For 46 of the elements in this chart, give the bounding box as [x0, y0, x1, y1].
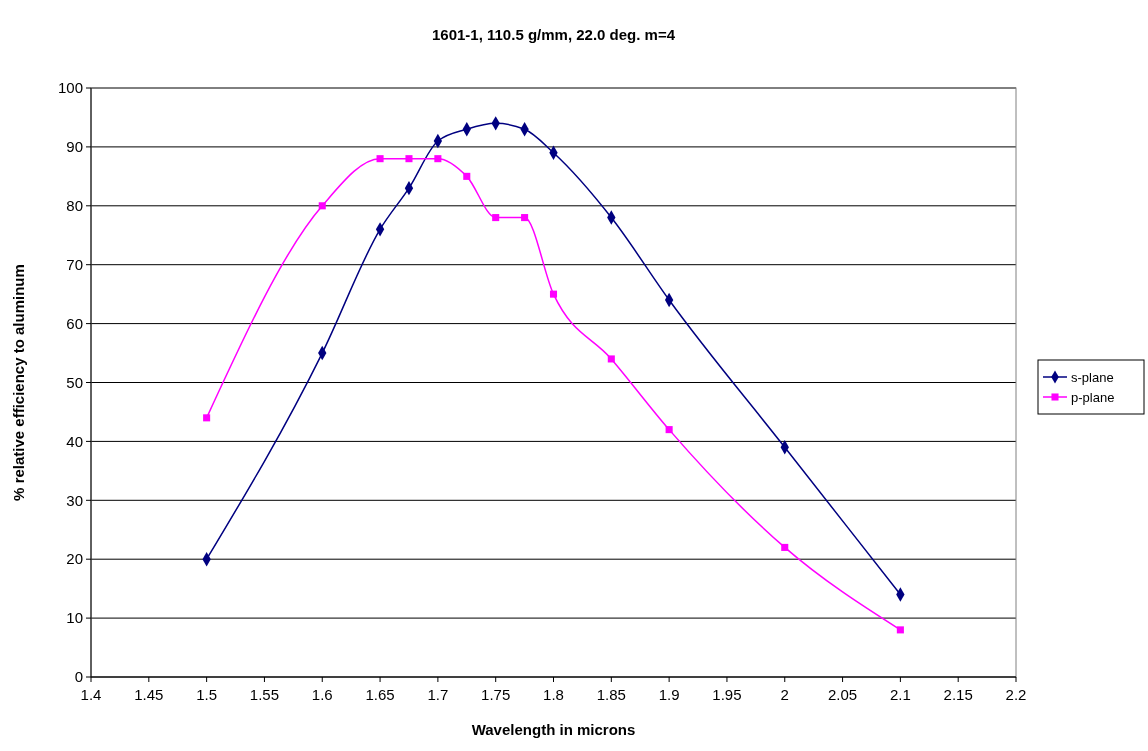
x-tick-label: 1.55 — [249, 686, 280, 703]
y-tick-label: 70 — [66, 255, 83, 273]
point — [463, 172, 471, 180]
x-tick-label: 1.45 — [134, 686, 164, 703]
chart-title: 1601-1, 110.5 g/mm, 22.0 deg. m=4 — [431, 26, 676, 43]
x-tick-label: 1.65 — [365, 686, 395, 703]
x-tick-label: 2.2 — [1005, 686, 1027, 703]
point — [318, 202, 326, 210]
point — [665, 426, 673, 434]
point — [549, 290, 558, 298]
y-tick-label: 80 — [66, 197, 83, 215]
x-tick-label: 1.95 — [712, 686, 742, 703]
point — [521, 214, 529, 222]
x-tick-label: 1.8 — [543, 686, 564, 703]
x-tick-label: 2.1 — [889, 686, 911, 703]
point — [896, 626, 904, 634]
point — [781, 543, 789, 551]
x-axis-title: Wavelength in microns — [471, 721, 636, 738]
x-tick-label: 2.15 — [943, 686, 973, 703]
y-tick-label: 90 — [66, 138, 83, 156]
x-tick-label: 2.05 — [827, 686, 858, 703]
x-tick-label: 2 — [780, 686, 789, 703]
legend-label: p-plane — [1071, 389, 1115, 405]
x-tick-label: 1.9 — [658, 686, 680, 703]
point — [203, 414, 211, 422]
x-tick-label: 1.5 — [196, 686, 218, 703]
y-tick-label: 100 — [57, 79, 83, 97]
point — [376, 155, 384, 163]
y-tick-label: 60 — [66, 314, 83, 332]
point — [434, 155, 442, 163]
y-tick-label: 0 — [74, 668, 83, 686]
point — [492, 214, 500, 222]
y-axis-title: % relative efficiency to aluminum — [10, 264, 27, 501]
y-tick-label: 20 — [66, 550, 83, 568]
point — [607, 355, 615, 363]
x-tick-label: 1.85 — [596, 686, 626, 703]
y-tick-label: 50 — [66, 373, 83, 391]
y-tick-label: 10 — [66, 609, 83, 627]
x-tick-label: 1.7 — [427, 686, 449, 703]
x-tick-label: 1.6 — [311, 686, 333, 703]
y-tick-label: 40 — [66, 432, 83, 450]
y-tick-label: 30 — [66, 491, 83, 509]
point — [405, 155, 413, 163]
legend-label: s-plane — [1071, 369, 1114, 385]
x-tick-label: 1.75 — [481, 686, 511, 703]
x-tick-label: 1.4 — [80, 686, 102, 703]
